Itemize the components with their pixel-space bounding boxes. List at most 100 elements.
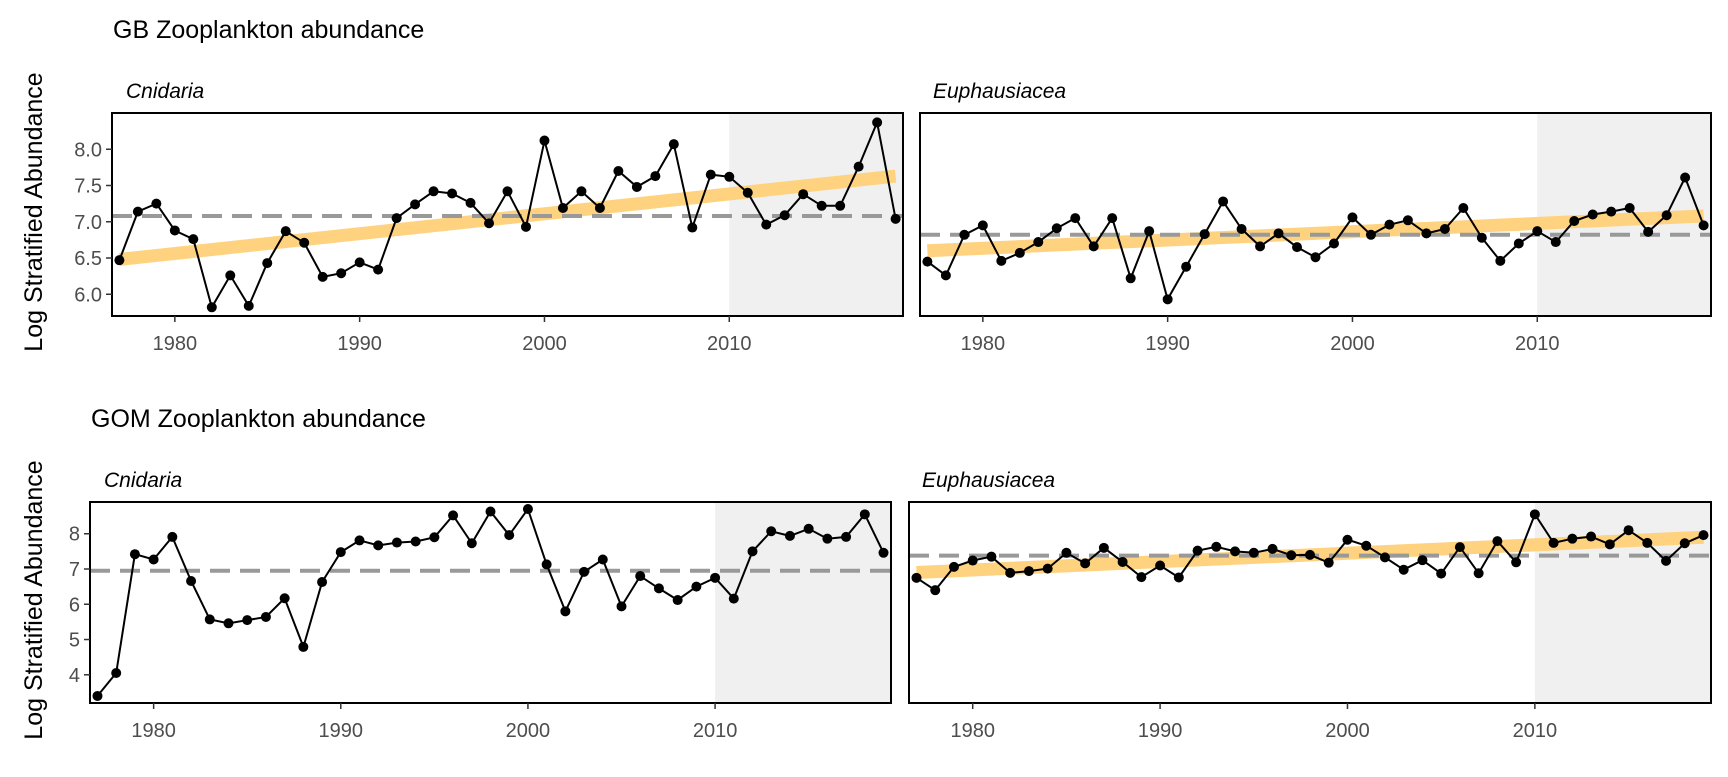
data-point-gom-cnidaria	[260, 611, 271, 622]
data-point-gb-euphausiacea	[1328, 238, 1339, 249]
data-point-gom-euphausiacea	[1192, 545, 1203, 556]
data-point-gb-cnidaria	[151, 198, 162, 209]
data-point-gom-euphausiacea	[1061, 547, 1072, 558]
data-point-gb-cnidaria	[631, 181, 642, 192]
data-point-gb-cnidaria	[262, 258, 273, 269]
data-point-gb-cnidaria	[373, 264, 384, 275]
data-point-gb-euphausiacea	[1402, 215, 1413, 226]
data-point-gom-cnidaria	[522, 504, 533, 515]
data-point-gom-cnidaria	[92, 690, 103, 701]
data-point-gb-euphausiacea	[1014, 247, 1025, 258]
data-point-gb-cnidaria	[447, 188, 458, 199]
x-tick-label-gb-euphausiacea: 2000	[1330, 333, 1375, 355]
data-point-gb-euphausiacea	[1347, 212, 1358, 223]
data-point-gom-cnidaria	[672, 595, 683, 606]
data-point-gom-euphausiacea	[1417, 555, 1428, 566]
data-point-gb-euphausiacea	[940, 270, 951, 281]
data-point-gb-cnidaria	[336, 268, 347, 279]
data-point-gom-euphausiacea	[1698, 530, 1709, 541]
data-point-gom-cnidaria	[223, 618, 234, 629]
data-point-gom-euphausiacea	[930, 585, 941, 596]
panel-border-gb-euphausiacea	[919, 112, 1712, 317]
data-point-gb-cnidaria	[650, 171, 661, 182]
data-point-gb-cnidaria	[132, 206, 143, 217]
data-point-gom-cnidaria	[391, 537, 402, 548]
data-point-gb-cnidaria	[188, 234, 199, 245]
data-point-gom-cnidaria	[186, 575, 197, 586]
data-point-gb-cnidaria	[576, 186, 587, 197]
data-point-gb-cnidaria	[280, 226, 291, 237]
data-point-gom-euphausiacea	[1136, 572, 1147, 583]
data-point-gom-cnidaria	[878, 547, 889, 558]
data-point-gom-euphausiacea	[1023, 566, 1034, 577]
data-point-gom-euphausiacea	[1436, 568, 1447, 579]
x-tick-label-gom-euphausiacea: 2000	[1325, 720, 1370, 742]
data-point-gb-cnidaria	[872, 117, 883, 128]
x-tick-label-gom-cnidaria: 1990	[319, 720, 364, 742]
y-tick-label-gb-cnidaria: 7.5	[74, 176, 102, 198]
data-point-gb-euphausiacea	[1162, 294, 1173, 305]
data-point-gom-cnidaria	[803, 523, 814, 534]
data-point-gb-euphausiacea	[1439, 224, 1450, 234]
data-point-gom-euphausiacea	[1642, 537, 1653, 548]
x-tick-label-gb-euphausiacea: 2010	[1515, 333, 1560, 355]
x-tick-label-gb-euphausiacea: 1990	[1145, 333, 1190, 355]
data-point-gb-euphausiacea	[1513, 238, 1524, 249]
data-point-gb-cnidaria	[594, 202, 605, 213]
data-point-gom-euphausiacea	[1473, 568, 1484, 579]
row-gb-title: GB Zooplankton abundance	[113, 16, 424, 44]
data-point-gb-euphausiacea	[1033, 237, 1044, 248]
facet-panel-gb-euphausiacea: 1980 1990 2000 2010	[919, 112, 1712, 355]
y-tick-label-gom-cnidaria: 5	[69, 630, 80, 652]
data-point-gom-cnidaria	[560, 606, 571, 617]
data-point-gom-euphausiacea	[1211, 541, 1222, 552]
data-point-gb-cnidaria	[225, 270, 236, 281]
data-point-gb-cnidaria	[465, 197, 476, 208]
highlight-band-gom-cnidaria	[715, 502, 891, 703]
x-tick-label-gb-cnidaria: 2000	[522, 333, 567, 355]
facet-gb-cnidaria-label: Cnidaria	[126, 80, 204, 103]
data-point-gb-cnidaria	[206, 302, 217, 313]
data-point-gom-euphausiacea	[1586, 531, 1597, 542]
data-point-gom-euphausiacea	[1267, 543, 1278, 554]
data-point-gom-euphausiacea	[1548, 537, 1559, 548]
data-point-gb-euphausiacea	[1606, 206, 1617, 217]
data-point-gb-cnidaria	[779, 210, 790, 221]
x-tick-label-gb-euphausiacea: 1980	[961, 333, 1006, 355]
data-point-gom-euphausiacea	[1286, 550, 1297, 561]
y-tick-label-gom-cnidaria: 7	[69, 559, 80, 581]
data-point-gb-cnidaria	[539, 135, 550, 146]
data-point-gom-cnidaria	[859, 509, 870, 520]
y-tick-label-gom-cnidaria: 6	[69, 594, 80, 616]
data-point-gom-cnidaria	[279, 593, 290, 604]
y-tick-label-gb-cnidaria: 6.5	[74, 248, 102, 270]
data-point-gb-cnidaria	[502, 186, 513, 197]
data-point-gb-cnidaria	[853, 161, 864, 172]
data-point-gb-euphausiacea	[959, 229, 970, 240]
data-point-gb-euphausiacea	[1070, 213, 1081, 224]
data-point-gom-euphausiacea	[1305, 549, 1315, 560]
data-point-gb-cnidaria	[557, 202, 568, 213]
x-tick-label-gom-cnidaria: 1980	[131, 720, 176, 742]
facet-panel-gom-cnidaria: 1980 1990 2000 2010 4 5 6 7 8	[69, 501, 892, 742]
data-point-gb-euphausiacea	[1421, 228, 1432, 239]
y-tick-label-gb-cnidaria: 6.0	[74, 284, 102, 306]
data-point-gom-euphausiacea	[1529, 509, 1540, 520]
data-point-gom-cnidaria	[466, 538, 477, 549]
data-point-gb-euphausiacea	[1199, 229, 1210, 240]
data-point-gb-euphausiacea	[1255, 241, 1266, 252]
data-point-gom-euphausiacea	[1117, 556, 1128, 567]
data-point-gom-euphausiacea	[1398, 564, 1409, 575]
data-point-gb-euphausiacea	[1458, 202, 1469, 213]
data-point-gom-cnidaria	[148, 554, 159, 565]
data-point-gb-cnidaria	[428, 186, 439, 197]
data-point-gom-cnidaria	[635, 571, 646, 582]
data-point-gom-cnidaria	[373, 540, 384, 551]
data-point-gb-cnidaria	[890, 213, 901, 224]
panel-border-gb-cnidaria	[111, 112, 904, 317]
data-point-gb-cnidaria	[798, 189, 809, 200]
data-point-gb-euphausiacea	[1587, 209, 1598, 220]
data-point-gom-euphausiacea	[1454, 542, 1465, 553]
row-gom-ylabel: Log Stratified Abundance	[20, 460, 48, 739]
